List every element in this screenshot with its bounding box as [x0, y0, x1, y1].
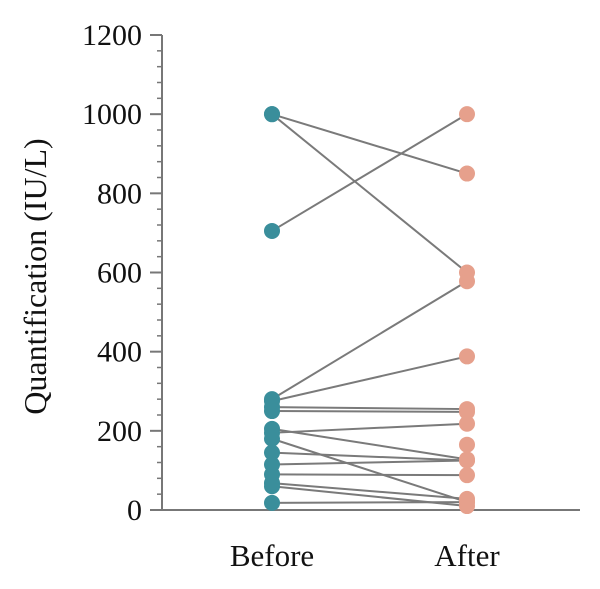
pair-line — [271, 113, 468, 175]
pair-line — [271, 482, 468, 500]
pair-line — [271, 437, 468, 504]
before-point — [264, 222, 280, 239]
after-point — [459, 436, 475, 453]
after-point — [459, 273, 475, 290]
pair-line — [271, 427, 468, 461]
after-point — [459, 348, 475, 365]
pair-line — [271, 473, 468, 477]
pair-line — [271, 280, 468, 401]
pair-line — [271, 355, 468, 403]
pair-line — [271, 451, 468, 462]
pair-line — [271, 422, 468, 434]
after-point — [459, 494, 475, 511]
before-point — [264, 430, 280, 447]
before-point — [264, 494, 280, 511]
y-axis-title: Quantification (IU/L) — [17, 138, 53, 414]
pair-line — [271, 113, 468, 232]
y-tick-label: 800 — [97, 177, 142, 210]
y-major-ticks: 0 200 400 600 800 1000 1200 — [82, 19, 162, 527]
y-tick-label: 200 — [97, 415, 142, 448]
x-category-label: After — [434, 538, 500, 573]
pair-line — [271, 459, 468, 466]
y-tick-label: 1200 — [82, 19, 142, 52]
after-point — [459, 467, 475, 484]
y-tick-label: 0 — [127, 494, 142, 527]
pair-lines — [271, 113, 468, 508]
axes: 0 200 400 600 800 1000 1200 — [82, 19, 580, 527]
x-category-label: Before — [230, 538, 314, 573]
after-point — [459, 403, 475, 420]
after-point — [459, 106, 475, 123]
y-tick-label: 1000 — [82, 98, 142, 131]
before-point — [264, 444, 280, 461]
pair-line — [271, 406, 468, 411]
y-minor-ticks — [157, 50, 162, 495]
before-point — [264, 106, 280, 123]
after-point — [459, 165, 475, 182]
y-tick-label: 400 — [97, 336, 142, 369]
before-point — [264, 403, 280, 420]
after-point — [459, 452, 475, 469]
y-tick-label: 600 — [97, 257, 142, 290]
x-category-labels: Before After — [230, 538, 501, 573]
before-point — [264, 478, 280, 495]
data-points — [264, 106, 475, 515]
after-point — [459, 415, 475, 432]
pair-line — [271, 410, 468, 413]
pair-line — [271, 501, 468, 504]
pair-line — [271, 113, 468, 274]
